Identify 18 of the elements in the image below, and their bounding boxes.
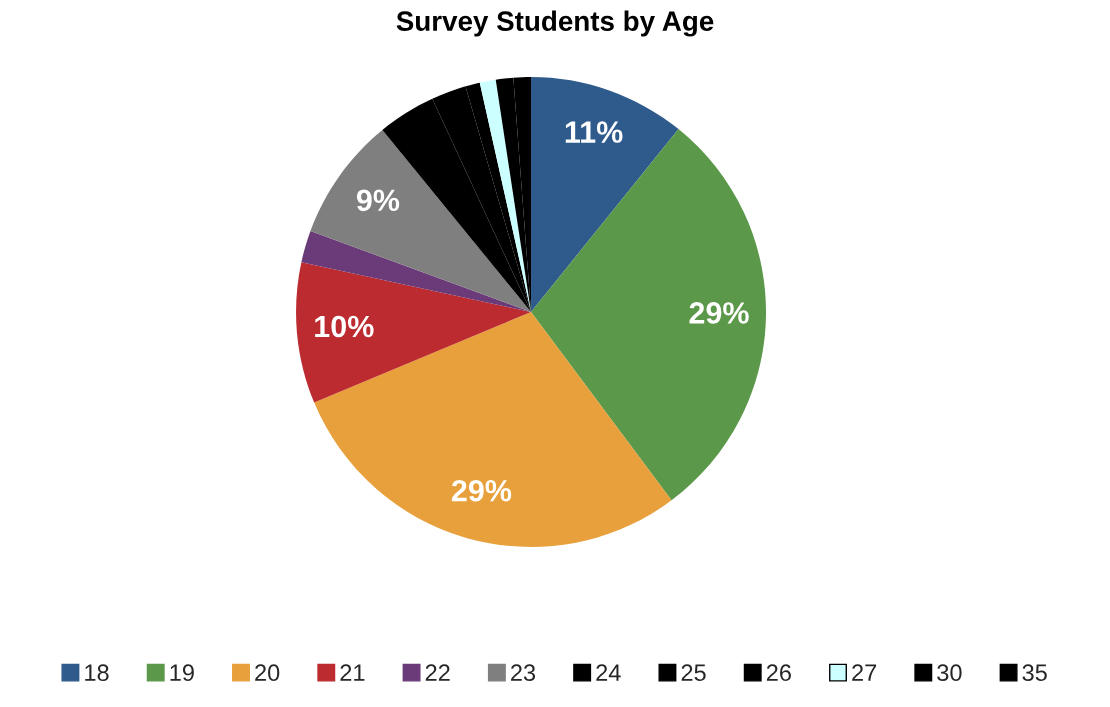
data-label: 10% — [315, 315, 374, 338]
data-label: 29% — [689, 302, 749, 324]
data-label: 29% — [451, 479, 512, 502]
legend-label: 27 — [852, 664, 877, 681]
legend-label: 30 — [937, 664, 962, 682]
legend-label: 24 — [596, 664, 621, 681]
data-label: 9% — [356, 189, 400, 212]
legend-label: 20 — [255, 664, 280, 682]
legend-label: 21 — [340, 664, 365, 681]
legend-label: 25 — [681, 664, 706, 682]
legend-label: 26 — [766, 664, 791, 682]
legend-label: 23 — [511, 664, 536, 682]
legend-label: 35 — [1022, 664, 1047, 682]
legend-label: 22 — [425, 664, 450, 681]
legend-label: 19 — [170, 664, 194, 682]
chart-title: Survey Students by Age — [396, 10, 714, 37]
data-label: 11% — [565, 121, 623, 143]
legend-label: 18 — [85, 664, 109, 682]
